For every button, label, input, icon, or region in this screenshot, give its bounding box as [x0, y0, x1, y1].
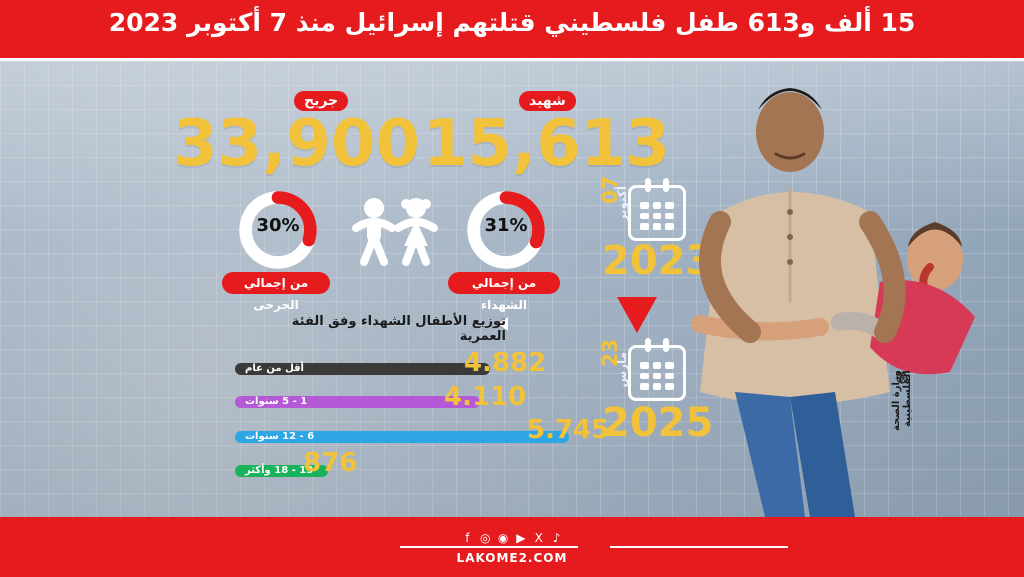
calendar-icon-end — [628, 338, 686, 401]
photo-man-carrying-child — [680, 62, 1024, 517]
headline: 15 ألف و613 طفل فلسطيني قتلتهم إسرائيل م… — [108, 8, 916, 37]
section-title-arrow-icon — [498, 317, 508, 331]
bar-value-age-4: 876 — [303, 448, 358, 478]
distribution-title: توزيع الأطفال الشهداء وفق الفئة العمرية — [291, 314, 506, 344]
facebook-icon[interactable]: f — [465, 531, 470, 545]
bar-age-1 — [235, 363, 490, 375]
killed-count: 15,613 — [423, 107, 670, 181]
injured-count: 33,900 — [173, 107, 420, 181]
bar-label-age-2: 1 - 5 سنوات — [245, 396, 308, 407]
arrow-down-icon — [612, 295, 662, 335]
calendar-icon-start — [628, 178, 686, 241]
bar-value-age-3: 5.745 — [527, 415, 610, 445]
killed-caption: من إجمالي الشهداء — [448, 272, 560, 312]
footer-site[interactable]: LAKOME2.COM — [456, 551, 568, 565]
instagram-icon[interactable]: ◎ — [480, 531, 491, 545]
whatsapp-icon[interactable]: ◉ — [497, 531, 509, 545]
top-bar: 15 ألف و613 طفل فلسطيني قتلتهم إسرائيل م… — [0, 0, 1024, 61]
bar-label-age-4: 13 - 18 وأكثر — [245, 465, 314, 476]
tiktok-icon[interactable]: ♪ — [552, 531, 561, 545]
bar-age-2 — [235, 396, 480, 408]
injured-caption: من إجمالي الجرحى — [222, 272, 330, 312]
footer-divider-right — [610, 546, 788, 548]
killed-label-pill: شهيد — [519, 91, 576, 111]
bar-age-4 — [235, 465, 328, 477]
injured-label-pill: جريح — [294, 91, 349, 111]
bar-age-3 — [235, 431, 569, 443]
footer-divider-left — [400, 546, 578, 548]
youtube-icon[interactable]: ▶ — [516, 531, 526, 545]
injured-percent-donut: 30% — [233, 185, 323, 275]
killed-percent-donut: 31% — [461, 185, 551, 275]
killed-percent: 31% — [484, 215, 528, 236]
x-icon[interactable]: X — [534, 531, 543, 545]
social-icons: f ◎ ◉ ▶ X ♪ — [0, 531, 1024, 545]
globe-icon — [896, 369, 908, 384]
source-credit: وزارة الصحة الفلسطينية — [891, 370, 913, 431]
bar-label-age-1: أقل من عام — [245, 363, 304, 374]
children-icon — [334, 190, 454, 270]
bar-label-age-3: 6 - 12 سنوات — [245, 431, 315, 442]
start-month: أكتوبر — [615, 186, 629, 222]
end-month: مارس — [615, 352, 629, 388]
bar-value-age-1: 4.882 — [464, 348, 547, 378]
injured-percent: 30% — [256, 215, 300, 236]
bar-value-age-2: 4.110 — [444, 382, 527, 412]
